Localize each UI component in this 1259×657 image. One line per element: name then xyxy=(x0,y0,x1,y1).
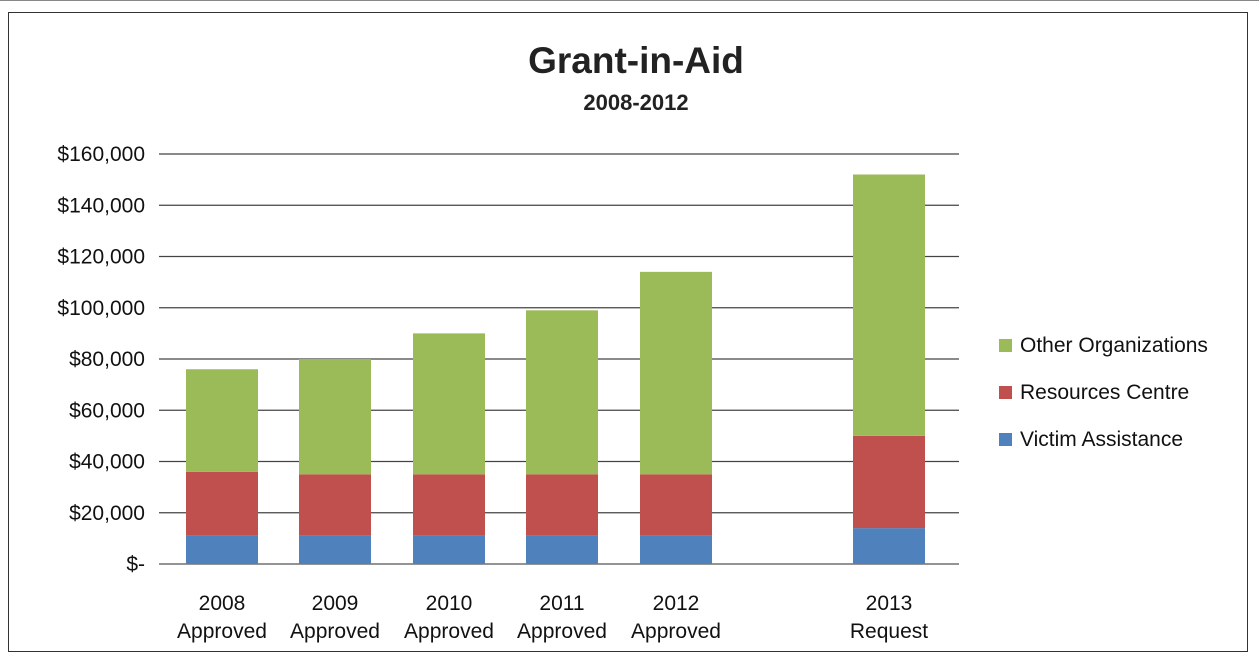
bar-segment xyxy=(526,310,598,475)
x-tick-label: Approved xyxy=(517,620,607,643)
chart-title: Grant-in-Aid xyxy=(528,40,744,81)
y-tick-label: $140,000 xyxy=(57,194,145,217)
y-tick-label: $100,000 xyxy=(57,297,145,320)
bar-segment xyxy=(186,369,258,472)
bar-segment xyxy=(413,333,485,475)
y-tick-label: $160,000 xyxy=(57,143,145,166)
bar-segment xyxy=(526,474,598,536)
bar-segment xyxy=(413,474,485,536)
legend-label: Victim Assistance xyxy=(1020,428,1183,451)
y-axis-ticks: $- $20,000 $40,000 $60,000 $80,000 $100,000 $1… xyxy=(57,143,145,576)
legend-label: Other Organizations xyxy=(1020,334,1208,357)
bar-segment xyxy=(186,535,258,564)
legend-label: Resources Centre xyxy=(1020,381,1189,404)
chart: Grant-in-Aid 2008-2012 $-$20,000$40,000$… xyxy=(57,40,1208,643)
bar-segment xyxy=(526,535,598,564)
y-tick-label: $40,000 xyxy=(69,451,145,474)
legend-swatch xyxy=(999,433,1012,446)
legend: Other Organizations Resources Centre Victi… xyxy=(999,334,1208,451)
y-tick-label: $- xyxy=(126,553,145,576)
bar-segment xyxy=(299,359,371,475)
bar-segment xyxy=(640,535,712,564)
x-tick-label: 2011 xyxy=(539,592,584,615)
x-tick-label: Approved xyxy=(177,620,267,643)
legend-swatch xyxy=(999,386,1012,399)
page-top-rule xyxy=(0,0,1259,10)
y-tick-label: $20,000 xyxy=(69,502,145,525)
bar-segment xyxy=(853,528,925,564)
bar-segment xyxy=(640,271,712,475)
chart-subtitle: 2008-2012 xyxy=(583,90,688,115)
x-tick-label: 2009 xyxy=(312,592,359,615)
bar-segment xyxy=(186,471,258,536)
y-tick-label: $60,000 xyxy=(69,399,145,422)
x-tick-label: Request xyxy=(850,620,928,643)
x-tick-label: 2013 xyxy=(866,592,913,615)
x-axis-labels: 2008 Approved 2009 Approved 2010 Approved 2011… xyxy=(177,592,928,643)
x-tick-label: Approved xyxy=(404,620,494,643)
bar-segment xyxy=(853,174,925,436)
x-tick-label: Approved xyxy=(290,620,380,643)
bars xyxy=(186,174,925,564)
y-tick-label: $80,000 xyxy=(69,348,145,371)
y-tick-label: $120,000 xyxy=(57,246,145,269)
chart-frame: Grant-in-Aid 2008-2012 $- $20,000 $40,000 $… xyxy=(8,12,1248,652)
legend-swatch xyxy=(999,339,1012,352)
bar-segment xyxy=(640,474,712,536)
x-tick-label: 2008 xyxy=(199,592,246,615)
bar-segment xyxy=(299,535,371,564)
bar-segment xyxy=(413,535,485,564)
bar-segment xyxy=(299,474,371,536)
x-tick-label: Approved xyxy=(631,620,721,643)
x-tick-label: 2010 xyxy=(426,592,473,615)
x-tick-label: 2012 xyxy=(653,592,700,615)
bar-segment xyxy=(853,435,925,529)
